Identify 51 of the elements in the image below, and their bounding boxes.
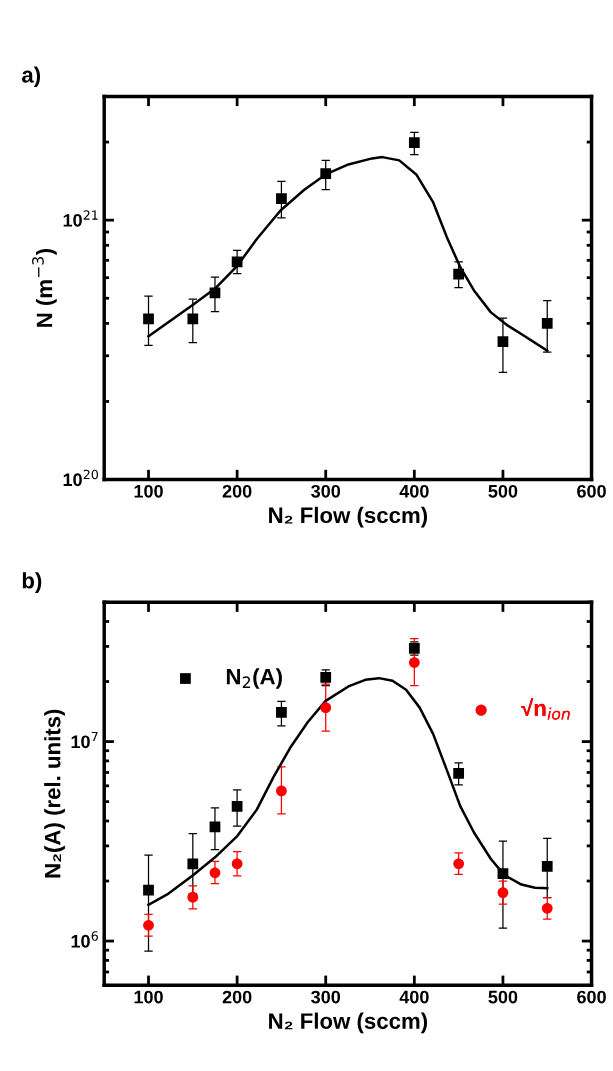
point [320, 168, 332, 180]
point [209, 867, 221, 879]
point [408, 657, 420, 668]
x-tick-label: 500 [488, 484, 518, 498]
x-tick-label: 400 [399, 484, 429, 498]
legend-label: N$_{2}$(A) [226, 668, 282, 689]
point [497, 887, 509, 898]
point [276, 193, 287, 205]
point [453, 268, 465, 280]
x-tick-label: 600 [577, 990, 606, 1004]
point [187, 858, 199, 870]
y-axis-title: N₂(A) (rel. units) [44, 709, 65, 878]
point [497, 336, 509, 348]
point [276, 707, 287, 718]
point [408, 137, 420, 149]
x-tick-label: 500 [488, 990, 518, 1004]
x-axis-title: N₂ Flow (sccm) [269, 1012, 428, 1034]
y-tick-label: 10$^{6}$ [71, 931, 98, 948]
chart-title: b) [22, 572, 42, 593]
x-tick-label: 400 [399, 990, 429, 1004]
chart-title: a) [22, 66, 41, 88]
x-axis-title: N₂ Flow (sccm) [269, 506, 428, 528]
x-tick-label: 100 [134, 484, 163, 498]
x-tick-label: 100 [134, 990, 163, 1004]
point [187, 891, 199, 903]
x-tick-label: 600 [577, 484, 606, 498]
point [320, 702, 332, 714]
x-tick-label: 200 [222, 484, 252, 498]
point [276, 785, 287, 797]
y-tick-label: 10$^{7}$ [71, 731, 98, 749]
x-tick-label: 300 [311, 990, 341, 1004]
point [320, 671, 332, 683]
x-tick-label: 300 [311, 484, 341, 498]
point [453, 768, 465, 779]
point [143, 313, 154, 325]
point [453, 858, 465, 870]
point [497, 868, 509, 879]
legend-label: √n$_{ion}$ [521, 698, 570, 720]
y-axis-title: N (m$^{−3}$) [32, 248, 57, 327]
point [231, 858, 243, 870]
x-tick-label: 200 [222, 990, 252, 1004]
point [541, 902, 553, 914]
y-tick-label: 10$^{21}$ [63, 210, 98, 227]
point [541, 860, 553, 872]
point [209, 821, 221, 833]
y-tick-label: 10$^{20}$ [63, 469, 99, 487]
point [187, 313, 199, 325]
point [541, 318, 553, 329]
point [143, 919, 154, 931]
point [143, 884, 154, 896]
point [231, 800, 243, 812]
